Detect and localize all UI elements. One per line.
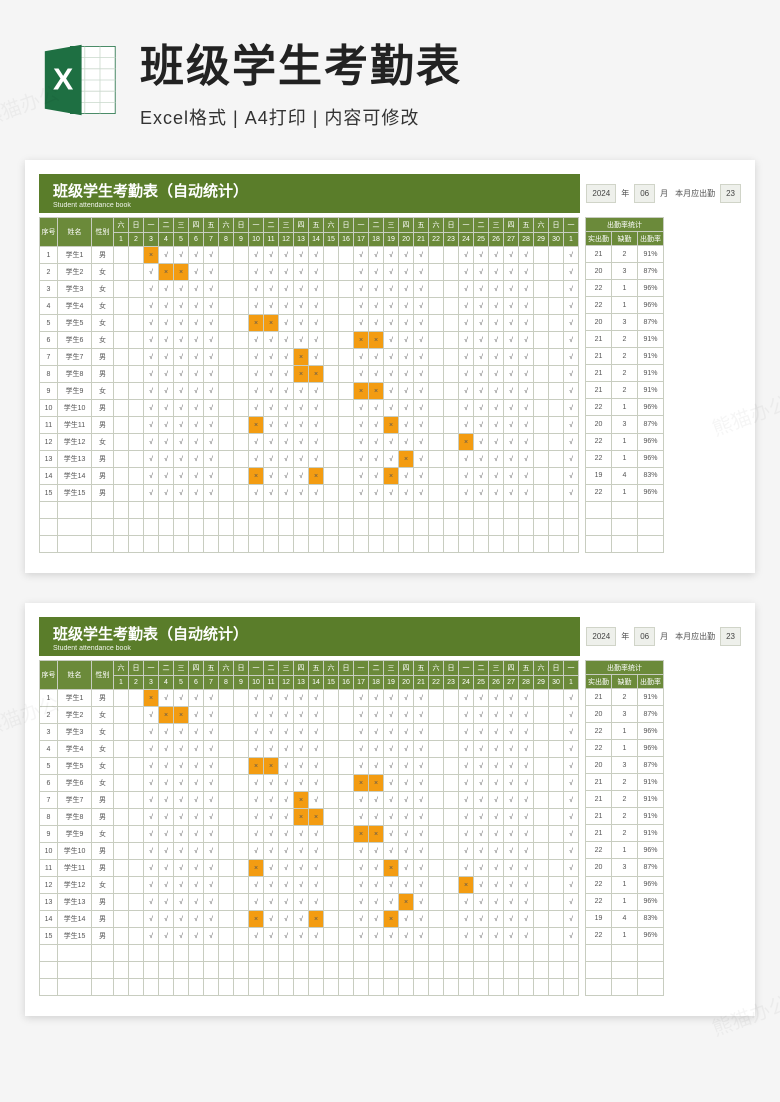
- table-row: 11学生11男√√√√√×√√√√√√×√√√√√√√√: [40, 417, 579, 434]
- table-row: 7学生7男√√√√√√√√×√√√√√√√√√√√√: [40, 792, 579, 809]
- table-row: 13学生13男√√√√√√√√√√√√√×√√√√√√√: [40, 451, 579, 468]
- page-header: X 班级学生考勤表 Excel格式 | A4打印 | 内容可修改: [0, 0, 780, 150]
- sheet-info: 2024 年 06 月 本月应出勤 23: [586, 174, 741, 213]
- stat-row: 21291%: [586, 365, 664, 382]
- stat-row: 22196%: [586, 433, 664, 450]
- year-value: 2024: [586, 184, 616, 203]
- stat-row: 20387%: [586, 757, 664, 774]
- stat-row: 22196%: [586, 740, 664, 757]
- month-value: 06: [634, 627, 655, 646]
- stat-row: 21291%: [586, 791, 664, 808]
- stat-row: 22196%: [586, 876, 664, 893]
- table-row: 9学生9女√√√√√√√√√√××√√√√√√√√√: [40, 383, 579, 400]
- table-row: 9学生9女√√√√√√√√√√××√√√√√√√√√: [40, 826, 579, 843]
- table-row: 5学生5女√√√√√××√√√√√√√√√√√√√√: [40, 758, 579, 775]
- should-attend-value: 23: [720, 627, 741, 646]
- stat-row: 20387%: [586, 859, 664, 876]
- table-row: 10学生10男√√√√√√√√√√√√√√√√√√√√√: [40, 400, 579, 417]
- attendance-table: 序号 姓名 性别 六日一二三四五六日一二三四五六日一二三四五六日一二三四五六日一…: [39, 217, 579, 553]
- table-row: 14学生14男√√√√√×√√√×√√×√√√√√√√√: [40, 468, 579, 485]
- table-row: 15学生15男√√√√√√√√√√√√√√√√√√√√√: [40, 928, 579, 945]
- table-row: 12学生12女√√√√√√√√√√√√√√√×√√√√√: [40, 434, 579, 451]
- stat-row: 20387%: [586, 416, 664, 433]
- stat-row: 21291%: [586, 825, 664, 842]
- stat-row: 20387%: [586, 314, 664, 331]
- stat-row: 19483%: [586, 910, 664, 927]
- month-value: 06: [634, 184, 655, 203]
- table-row: 14学生14男√√√√√×√√√×√√×√√√√√√√√: [40, 911, 579, 928]
- table-row: 1学生1男×√√√√√√√√√√√√√√√√√√√√: [40, 690, 579, 707]
- table-row: 1学生1男×√√√√√√√√√√√√√√√√√√√√: [40, 247, 579, 264]
- sheet-title: 班级学生考勤表（自动统计） Student attendance book: [39, 617, 580, 656]
- page-subtitle: Excel格式 | A4打印 | 内容可修改: [140, 104, 740, 130]
- stat-row: 21291%: [586, 246, 664, 263]
- table-row: 3学生3女√√√√√√√√√√√√√√√√√√√√√: [40, 281, 579, 298]
- table-row: 4学生4女√√√√√√√√√√√√√√√√√√√√√: [40, 741, 579, 758]
- table-row: 7学生7男√√√√√√√√×√√√√√√√√√√√√: [40, 349, 579, 366]
- should-attend-value: 23: [720, 184, 741, 203]
- table-row: 12学生12女√√√√√√√√√√√√√√√×√√√√√: [40, 877, 579, 894]
- table-row: 13学生13男√√√√√√√√√√√√√×√√√√√√√: [40, 894, 579, 911]
- stat-row: 21291%: [586, 331, 664, 348]
- attendance-table: 序号 姓名 性别 六日一二三四五六日一二三四五六日一二三四五六日一二三四五六日一…: [39, 660, 579, 996]
- table-row: 2学生2女√××√√√√√√√√√√√√√√√√√√: [40, 264, 579, 281]
- stat-row: 22196%: [586, 297, 664, 314]
- stats-table: 出勤率统计 实出勤缺勤出勤率 21291%20387%22196%22196%2…: [585, 660, 664, 996]
- table-row: 4学生4女√√√√√√√√√√√√√√√√√√√√√: [40, 298, 579, 315]
- table-row: 8学生8男√√√√√√√√××√√√√√√√√√√√: [40, 809, 579, 826]
- stat-row: 21291%: [586, 382, 664, 399]
- sheet-info: 2024 年 06 月 本月应出勤 23: [586, 617, 741, 656]
- svg-text:X: X: [53, 63, 73, 97]
- stat-row: 22196%: [586, 280, 664, 297]
- table-row: 6学生6女√√√√√√√√√√××√√√√√√√√√: [40, 332, 579, 349]
- stat-row: 22196%: [586, 927, 664, 944]
- table-row: 11学生11男√√√√√×√√√√√√×√√√√√√√√: [40, 860, 579, 877]
- year-value: 2024: [586, 627, 616, 646]
- table-row: 5学生5女√√√√√××√√√√√√√√√√√√√√: [40, 315, 579, 332]
- stat-row: 22196%: [586, 723, 664, 740]
- table-row: 3学生3女√√√√√√√√√√√√√√√√√√√√√: [40, 724, 579, 741]
- stat-row: 20387%: [586, 706, 664, 723]
- stat-row: 20387%: [586, 263, 664, 280]
- stats-table: 出勤率统计 实出勤缺勤出勤率 21291%20387%22196%22196%2…: [585, 217, 664, 553]
- page-title: 班级学生考勤表: [140, 30, 740, 94]
- stat-row: 21291%: [586, 808, 664, 825]
- stat-row: 22196%: [586, 842, 664, 859]
- excel-icon: X: [40, 40, 120, 120]
- stat-row: 22196%: [586, 450, 664, 467]
- table-row: 6学生6女√√√√√√√√√√××√√√√√√√√√: [40, 775, 579, 792]
- stat-row: 22196%: [586, 399, 664, 416]
- table-row: 15学生15男√√√√√√√√√√√√√√√√√√√√√: [40, 485, 579, 502]
- stat-row: 22196%: [586, 893, 664, 910]
- attendance-sheet: 班级学生考勤表（自动统计） Student attendance book 20…: [25, 603, 755, 1016]
- table-row: 10学生10男√√√√√√√√√√√√√√√√√√√√√: [40, 843, 579, 860]
- sheet-title: 班级学生考勤表（自动统计） Student attendance book: [39, 174, 580, 213]
- stat-row: 22196%: [586, 484, 664, 501]
- stat-row: 21291%: [586, 689, 664, 706]
- stat-row: 21291%: [586, 774, 664, 791]
- table-row: 8学生8男√√√√√√√√××√√√√√√√√√√√: [40, 366, 579, 383]
- stat-row: 19483%: [586, 467, 664, 484]
- table-row: 2学生2女√××√√√√√√√√√√√√√√√√√√: [40, 707, 579, 724]
- sheet-container: 班级学生考勤表（自动统计） Student attendance book 20…: [0, 150, 780, 1066]
- attendance-sheet: 班级学生考勤表（自动统计） Student attendance book 20…: [25, 160, 755, 573]
- stat-row: 21291%: [586, 348, 664, 365]
